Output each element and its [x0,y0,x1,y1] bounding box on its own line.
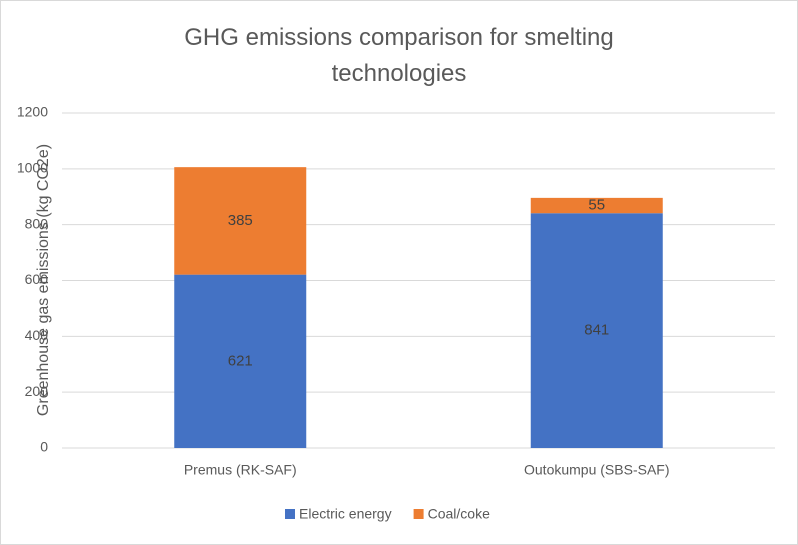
y-tick-label: 1200 [17,104,48,120]
bar-segment [174,167,307,275]
y-axis-title: Greenhouse gas emissions (kg CO2e) [35,144,52,416]
data-label: 841 [584,322,609,339]
y-tick-label: 1000 [17,160,48,176]
legend-swatch [413,509,424,519]
y-tick-label: 400 [25,327,49,343]
bar-segment [530,213,663,448]
bar-segment [174,274,307,448]
data-label: 385 [228,212,253,229]
legend-label: Coal/coke [428,506,490,522]
bar-segment [530,197,663,214]
legend-label: Electric energy [299,506,392,522]
y-tick-label: 0 [40,439,48,455]
data-label: 621 [228,352,253,369]
chart-title: GHG emissions comparison for smelting te… [184,24,614,87]
y-tick-label: 800 [25,215,49,231]
y-tick-label: 200 [25,383,49,399]
y-tick-label: 600 [25,271,49,287]
data-label: 55 [588,197,605,214]
x-tick-label: Premus (RK-SAF) [184,462,297,478]
legend-swatch [285,509,295,519]
x-tick-label: Outokumpu (SBS-SAF) [524,462,670,478]
